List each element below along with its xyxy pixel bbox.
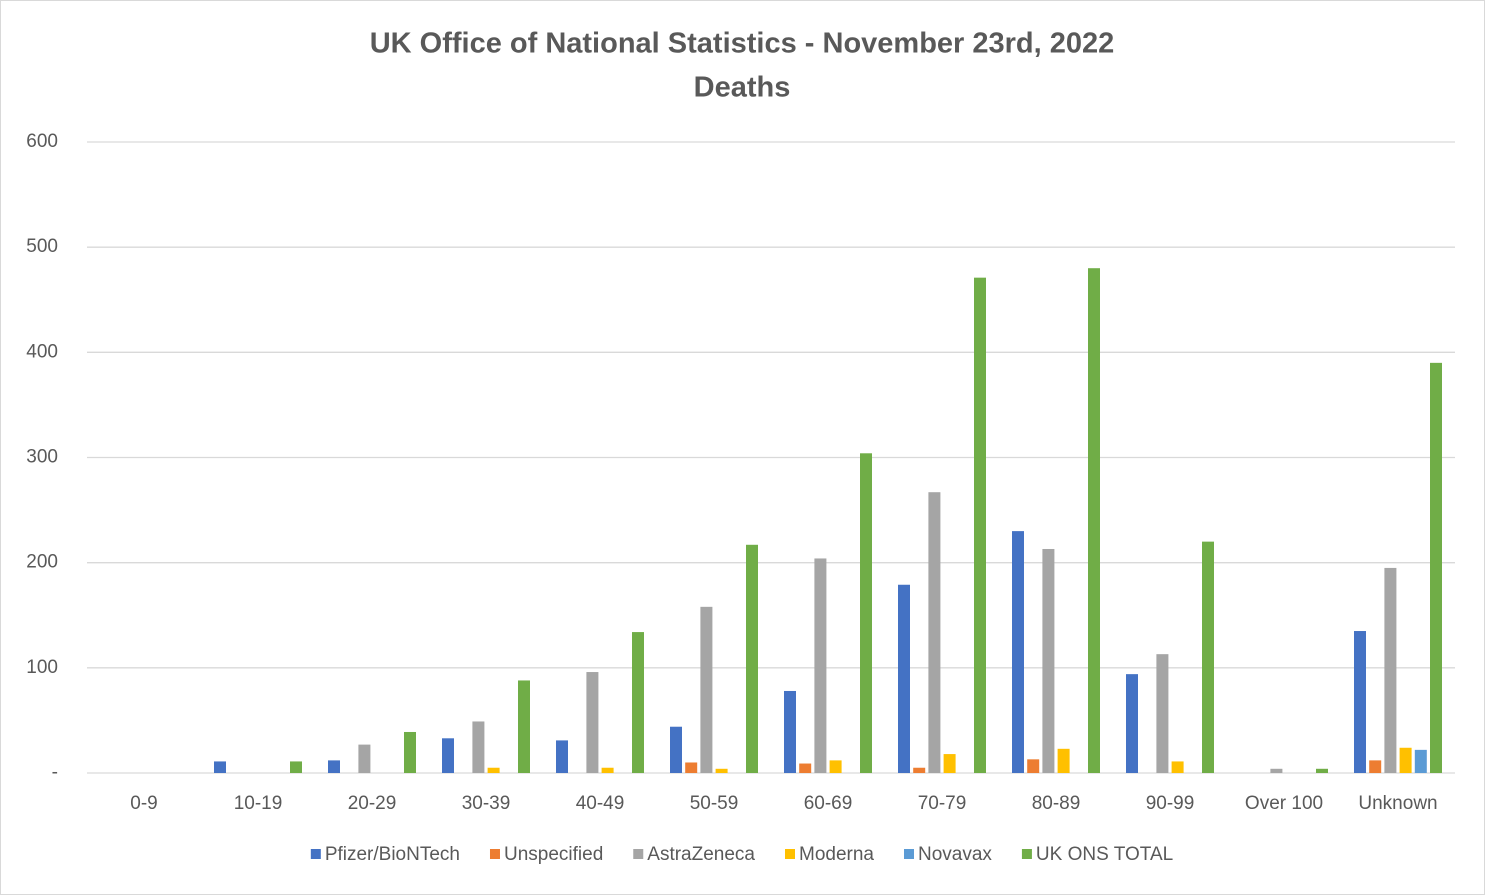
x-tick-label: 20-29	[348, 793, 397, 814]
bar	[1012, 531, 1024, 773]
chart-subtitle: Deaths	[694, 72, 791, 104]
bar	[290, 761, 302, 773]
bar	[974, 277, 986, 773]
legend-swatch	[633, 849, 644, 859]
legend-label: Moderna	[799, 844, 874, 865]
bar	[784, 690, 796, 773]
legend-label: Unspecified	[504, 844, 603, 865]
bar	[814, 558, 827, 773]
bar	[1270, 768, 1283, 773]
bar	[358, 744, 371, 773]
x-tick-label: 60-69	[804, 793, 853, 814]
bar	[601, 767, 614, 773]
legend-label: Novavax	[918, 844, 992, 865]
legend-swatch	[904, 849, 914, 859]
bar	[1042, 548, 1055, 773]
bar	[556, 740, 568, 773]
bar	[799, 763, 812, 773]
x-tick-label: Over 100	[1245, 793, 1323, 814]
bar	[1027, 759, 1040, 773]
bar	[1202, 541, 1214, 773]
bar	[913, 767, 926, 773]
x-tick-label: 70-79	[918, 793, 967, 814]
y-tick-label: -	[52, 762, 58, 783]
x-tick-label: 50-59	[690, 793, 739, 814]
bar	[1414, 749, 1427, 773]
bar	[943, 754, 956, 773]
x-tick-label: Unknown	[1358, 793, 1437, 814]
y-tick-label: 100	[26, 657, 58, 678]
legend-label: Pfizer/BioNTech	[325, 844, 460, 865]
y-tick-label: 500	[26, 236, 58, 257]
bar	[214, 761, 226, 773]
bar	[928, 492, 941, 773]
bar	[1057, 748, 1070, 773]
bar	[1384, 567, 1397, 773]
bar	[1088, 268, 1100, 773]
legend-swatch	[489, 849, 500, 859]
legend-label: AstraZeneca	[647, 844, 755, 865]
bar	[518, 680, 530, 773]
y-tick-label: 600	[26, 131, 58, 152]
bar	[472, 721, 485, 773]
bar	[715, 768, 728, 773]
x-tick-label: 0-9	[130, 793, 157, 814]
x-tick-label: 30-39	[462, 793, 511, 814]
bar	[586, 672, 599, 773]
bar	[1369, 760, 1382, 773]
x-tick-label: 40-49	[576, 793, 625, 814]
bar	[632, 632, 644, 773]
bar	[670, 726, 682, 773]
bar	[746, 544, 758, 773]
legend-swatch	[1021, 849, 1032, 859]
bar	[829, 760, 842, 773]
legend-swatch	[310, 849, 321, 859]
chart-title: UK Office of National Statistics - Novem…	[370, 28, 1115, 60]
x-tick-label: 80-89	[1032, 793, 1081, 814]
bar	[1126, 674, 1138, 773]
bar	[700, 606, 713, 773]
x-tick-label: 10-19	[234, 793, 283, 814]
y-tick-label: 400	[26, 341, 58, 362]
y-tick-label: 300	[26, 447, 58, 468]
bar	[1156, 654, 1169, 773]
x-tick-label: 90-99	[1146, 793, 1195, 814]
legend-swatch	[785, 849, 795, 859]
bar	[1399, 747, 1412, 773]
bar	[328, 760, 340, 773]
bar	[1171, 761, 1184, 773]
bar	[442, 738, 454, 773]
bar	[487, 767, 500, 773]
bar	[860, 453, 872, 773]
bar	[1316, 768, 1328, 773]
legend-label: UK ONS TOTAL	[1036, 844, 1173, 865]
bar	[898, 584, 910, 773]
y-tick-label: 200	[26, 552, 58, 573]
bar	[1430, 362, 1442, 773]
bar	[1354, 631, 1366, 773]
bar	[404, 731, 416, 773]
bar	[685, 762, 698, 773]
